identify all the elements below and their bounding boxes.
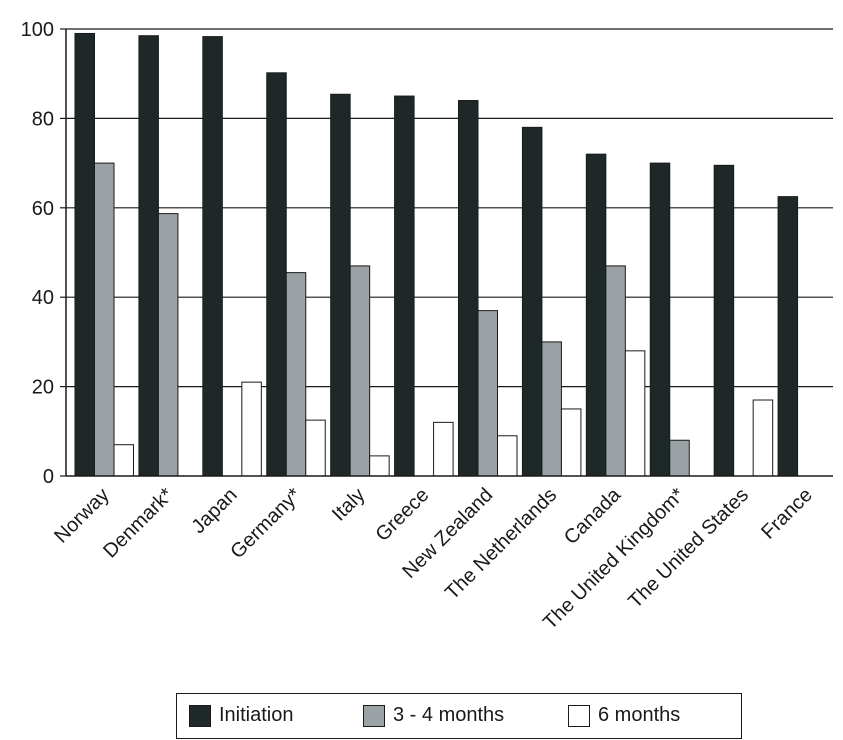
legend-item-3-4-months: 3 - 4 months (363, 704, 504, 727)
legend: Initiation 3 - 4 months 6 months (176, 693, 742, 739)
legend-item-6-months: 6 months (568, 704, 680, 727)
bar-6-months-norway (113, 444, 134, 477)
bar-6-months-the-netherlands (560, 408, 582, 477)
bars (74, 32, 799, 477)
y-tick-label-80: 80 (32, 108, 54, 130)
y-tick-label-20: 20 (32, 377, 54, 399)
bar-6-months-the-united-states (752, 399, 774, 477)
bar-3-4-months-norway (94, 162, 115, 477)
legend-swatch-3-4-months (363, 704, 385, 727)
x-tick-label-france: France (757, 484, 817, 544)
y-axis-ticks: 0 20 40 60 80 100 (21, 19, 66, 488)
bar-initiation-italy (330, 93, 351, 477)
x-tick-label-canada: Canada (560, 483, 626, 549)
legend-swatch-6-months (568, 704, 590, 727)
bar-initiation-the-united-kingdom (649, 162, 671, 477)
legend-swatch-initiation (189, 704, 211, 727)
bar-initiation-new-zealand (458, 100, 479, 477)
x-tick-label-norway: Norway (50, 484, 113, 547)
legend-label-3-4-months: 3 - 4 months (393, 704, 505, 726)
x-tick-label-the-netherlands: The Netherlands (441, 484, 561, 604)
bar-6-months-greece (433, 421, 454, 477)
y-tick-label-40: 40 (32, 287, 54, 309)
legend-item-initiation: Initiation (189, 704, 294, 727)
bar-6-months-italy (369, 455, 390, 477)
bar-initiation-canada (585, 153, 607, 477)
grid-lines (66, 28, 833, 388)
bar-3-4-months-the-netherlands (541, 341, 562, 477)
bar-3-4-months-denmark (157, 213, 179, 477)
bar-3-4-months-the-united-kingdom (669, 439, 690, 477)
bar-initiation-denmark (138, 35, 159, 477)
bar-3-4-months-germany (285, 272, 307, 477)
bar-3-4-months-italy (349, 265, 371, 477)
bar-3-4-months-new-zealand (477, 310, 498, 477)
bar-initiation-norway (74, 32, 95, 477)
bar-6-months-japan (241, 381, 262, 477)
axes (65, 29, 833, 477)
x-tick-label-germany: Germany* (226, 484, 305, 563)
bar-initiation-greece (394, 95, 415, 477)
bar-6-months-germany (305, 419, 326, 477)
x-tick-label-italy: Italy (328, 484, 369, 525)
x-tick-label-the-united-states: The United States (624, 484, 753, 613)
y-tick-label-60: 60 (32, 198, 54, 220)
y-tick-label-100: 100 (21, 19, 54, 41)
x-tick-label-greece: Greece (371, 484, 433, 546)
bar-initiation-france (777, 196, 799, 477)
bar-3-4-months-canada (605, 265, 626, 477)
bar-initiation-the-united-states (713, 164, 735, 477)
y-tick-label-0: 0 (43, 466, 54, 488)
bar-initiation-germany (266, 72, 287, 477)
bar-6-months-canada (624, 350, 646, 477)
bar-6-months-new-zealand (497, 435, 518, 477)
bar-initiation-the-netherlands (521, 126, 543, 477)
x-tick-label-denmark: Denmark* (99, 484, 178, 563)
bar-initiation-japan (202, 36, 223, 477)
legend-label-6-months: 6 months (598, 704, 681, 726)
x-tick-label-japan: Japan (188, 484, 242, 538)
legend-label-initiation: Initiation (219, 704, 294, 726)
